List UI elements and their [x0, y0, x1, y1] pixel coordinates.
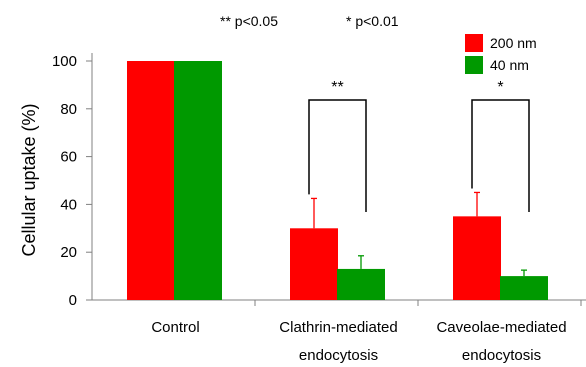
legend-swatch-40nm — [465, 56, 483, 74]
bar-200nm — [453, 216, 501, 300]
significance-brackets — [308, 99, 530, 212]
x-category-label: endocytosis — [299, 347, 378, 364]
y-tick-label: 0 — [69, 292, 77, 309]
y-tick-label: 100 — [52, 53, 77, 70]
p-value-note: ** p<0.05 — [220, 13, 278, 29]
y-tick-label: 20 — [60, 244, 77, 261]
p-value-note: * p<0.01 — [346, 13, 399, 29]
legend-label: 40 nm — [490, 57, 529, 73]
bar-200nm — [290, 228, 338, 300]
legend-label: 200 nm — [490, 35, 537, 51]
bar-40nm — [174, 61, 222, 300]
y-tick-label: 80 — [60, 101, 77, 118]
significance-bracket — [471, 99, 530, 212]
y-tick-label: 60 — [60, 149, 77, 166]
bar-40nm — [337, 268, 385, 300]
significance-bracket — [308, 99, 367, 212]
significance-label: * — [497, 79, 503, 96]
x-category-label: Caveolae-mediated — [436, 319, 566, 336]
significance-label: ** — [331, 79, 343, 96]
legend-swatch-200nm — [465, 34, 483, 52]
x-category-label: Control — [151, 319, 199, 336]
x-category-label: Clathrin-mediated — [279, 319, 397, 336]
x-category-label: endocytosis — [462, 347, 541, 364]
y-axis-title: Cellular uptake (%) — [19, 103, 39, 256]
legend: 200 nm 40 nm — [465, 34, 537, 74]
error-bars — [311, 191, 527, 277]
bar-40nm — [500, 276, 548, 300]
labels: 0 20 40 60 80 100 Control Clathrin-mediated endo… — [19, 13, 567, 364]
bar-200nm — [127, 61, 175, 300]
y-tick-label: 40 — [60, 196, 77, 213]
bars — [127, 61, 548, 300]
